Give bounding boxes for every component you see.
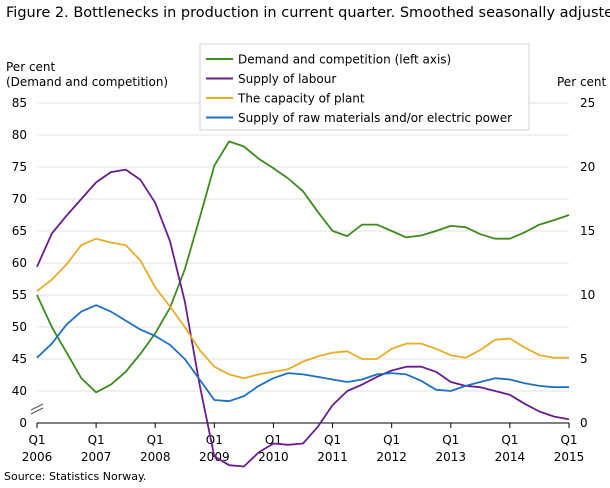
left-tick-label: 80 — [12, 128, 27, 142]
source-note: Source: Statistics Norway. — [4, 470, 147, 483]
left-tick-label: 60 — [12, 256, 27, 270]
series-line-4 — [36, 304, 569, 403]
x-axis: Q12006Q12007Q12008Q12009Q12010Q12011Q120… — [22, 423, 585, 464]
legend: Demand and competition (left axis) Supply… — [199, 43, 530, 131]
left-tick-label: 0 — [19, 416, 27, 430]
left-tick-label: 85 — [12, 96, 27, 110]
series-line-3 — [36, 237, 569, 380]
x-tick-quarter: Q1 — [88, 433, 105, 447]
series-line-2 — [36, 168, 570, 468]
left-tick-label: 40 — [12, 384, 27, 398]
legend-label: The capacity of plant — [237, 92, 365, 106]
series-line-1 — [36, 140, 570, 394]
x-tick-quarter: Q1 — [560, 433, 577, 447]
left-tick-label: 75 — [12, 160, 27, 174]
x-tick-year: 2012 — [376, 450, 407, 464]
legend-box — [199, 43, 530, 131]
left-tick-label: 55 — [12, 288, 27, 302]
x-tick-year: 2006 — [22, 450, 53, 464]
legend-label: Supply of raw materials and/or electric … — [238, 111, 512, 125]
x-tick-year: 2008 — [140, 450, 171, 464]
left-tick-label: 45 — [12, 352, 27, 366]
legend-label: Supply of labour — [238, 72, 336, 86]
x-tick-year: 2015 — [554, 450, 585, 464]
right-tick-label: 10 — [580, 288, 595, 302]
x-tick-year: 2011 — [317, 450, 348, 464]
x-tick-year: 2007 — [81, 450, 112, 464]
left-axis: 0 40 45 50 55 60 65 70 75 80 85 — [12, 96, 44, 430]
x-tick-quarter: Q1 — [501, 433, 518, 447]
x-tick-quarter: Q1 — [442, 433, 459, 447]
axis-break-mark — [30, 403, 44, 411]
x-tick-quarter: Q1 — [324, 433, 341, 447]
legend-label: Demand and competition (left axis) — [238, 53, 451, 67]
left-axis-title-line2: (Demand and competition) — [6, 75, 168, 89]
series-lines — [36, 140, 570, 468]
x-tick-quarter: Q1 — [28, 433, 45, 447]
left-axis-title-line1: Per cent — [6, 60, 56, 74]
x-tick-year: 2013 — [436, 450, 467, 464]
chart-title: Figure 2. Bottlenecks in production in c… — [6, 5, 610, 21]
left-tick-label: 50 — [12, 320, 27, 334]
right-tick-label: 25 — [580, 96, 595, 110]
x-tick-year: 2014 — [495, 450, 526, 464]
x-tick-quarter: Q1 — [147, 433, 164, 447]
right-axis: 0 5 10 15 20 25 — [580, 96, 595, 430]
left-tick-label: 65 — [12, 224, 27, 238]
x-tick-quarter: Q1 — [383, 433, 400, 447]
x-tick-quarter: Q1 — [206, 433, 223, 447]
left-tick-label: 70 — [12, 192, 27, 206]
right-tick-label: 20 — [580, 160, 595, 174]
right-tick-label: 5 — [580, 352, 588, 366]
axis-break-mark — [30, 407, 44, 415]
right-tick-label: 0 — [580, 416, 588, 430]
right-tick-label: 15 — [580, 224, 595, 238]
x-tick-year: 2010 — [258, 450, 289, 464]
right-axis-title: Per cent — [557, 75, 607, 89]
